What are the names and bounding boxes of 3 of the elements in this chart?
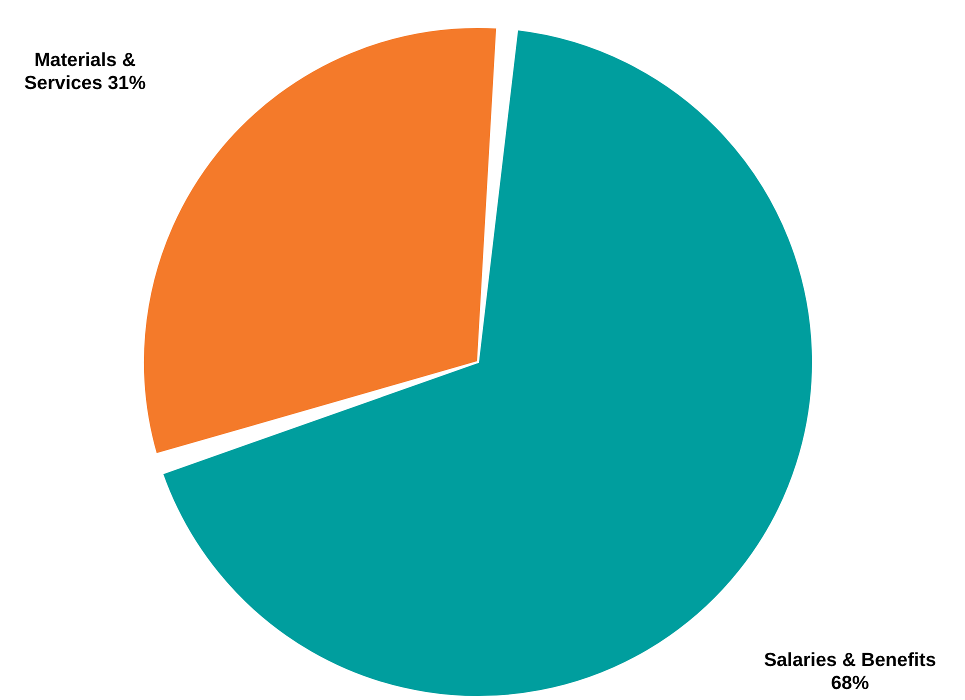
slice-label: Materials & Services 31% bbox=[24, 50, 146, 94]
data-label: 68% bbox=[830, 673, 870, 694]
slice-label: Salaries & Benefits bbox=[764, 650, 936, 671]
